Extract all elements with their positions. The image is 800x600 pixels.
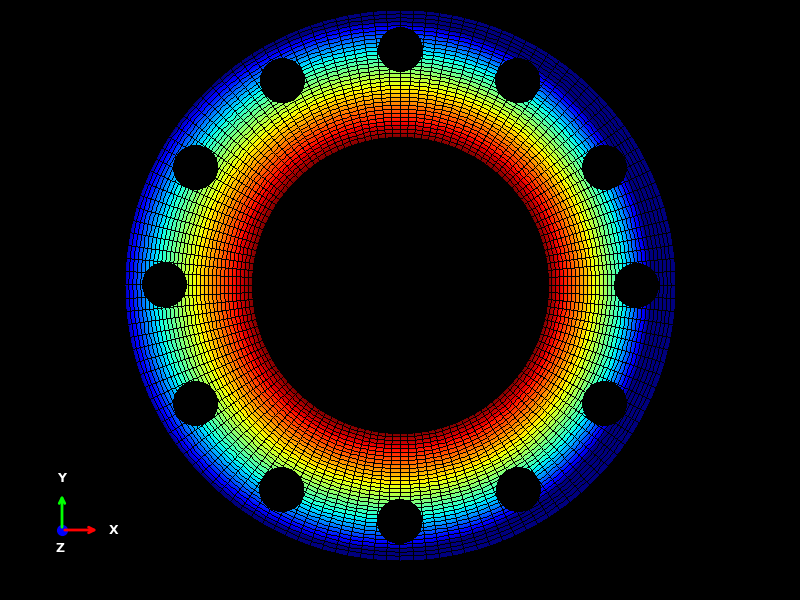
Text: X: X <box>109 523 119 536</box>
Text: Z: Z <box>55 541 65 554</box>
Text: Y: Y <box>58 472 66 485</box>
